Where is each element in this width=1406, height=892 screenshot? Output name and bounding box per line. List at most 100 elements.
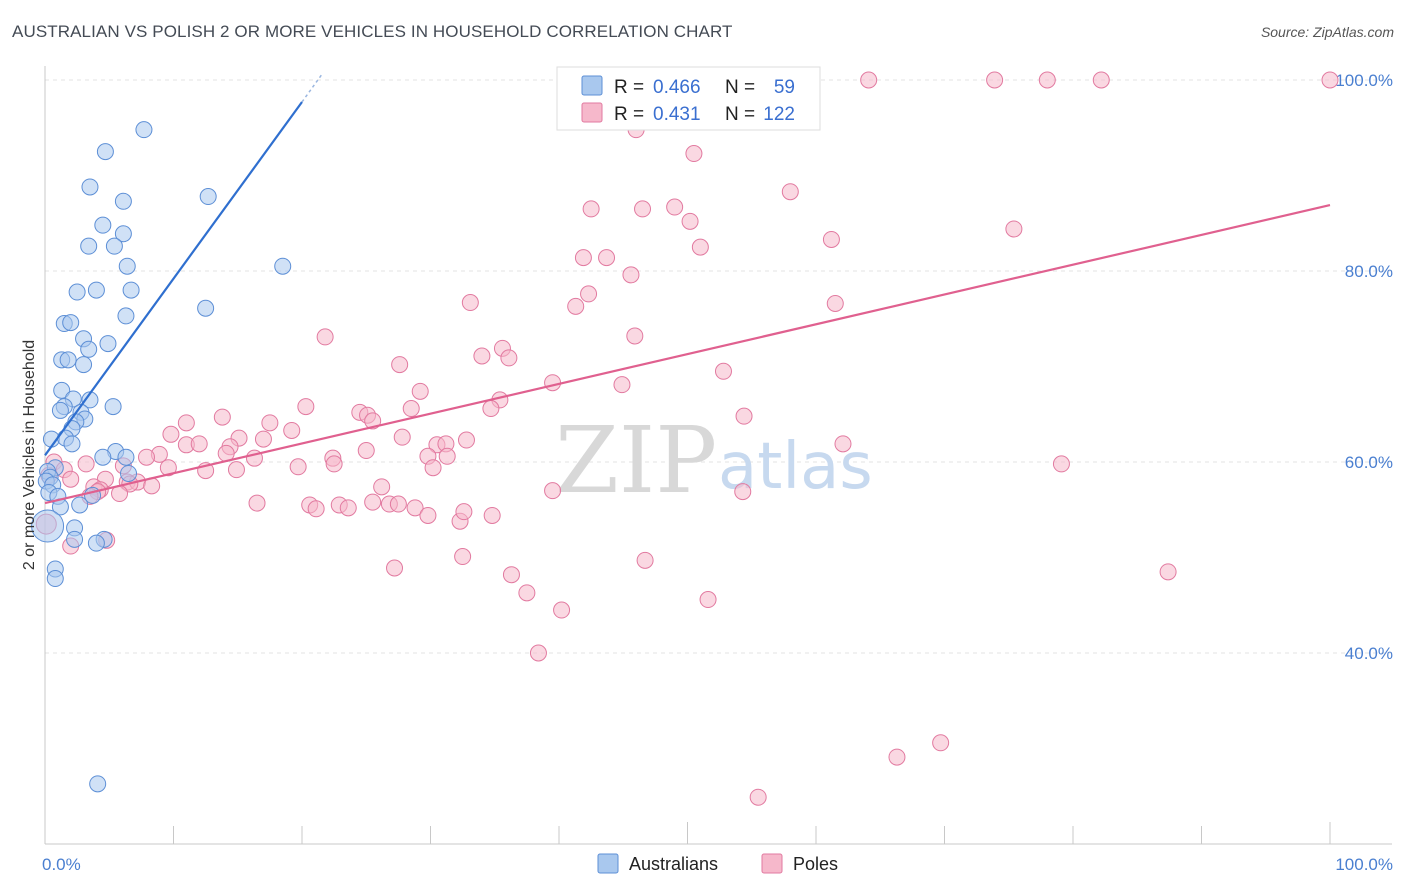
- pole-point: [826, 294, 844, 312]
- australian-point: [80, 237, 98, 255]
- zipatlas-watermark: ZIP atlas: [555, 407, 873, 514]
- source-credit: Source: ZipAtlas.com: [1260, 24, 1394, 40]
- australian-point: [87, 534, 105, 552]
- y-tick-label-100: 100.0%: [1335, 71, 1393, 90]
- pole-point: [461, 294, 479, 312]
- pole-point: [386, 559, 404, 577]
- pole-point: [518, 584, 536, 602]
- pole-point: [261, 414, 279, 432]
- pole-point: [1038, 71, 1056, 89]
- pole-point: [734, 483, 752, 501]
- pole-point: [681, 212, 699, 230]
- australian-point: [87, 281, 105, 299]
- pole-point: [598, 249, 616, 267]
- bottom-legend-swatch-poles[interactable]: [761, 853, 783, 874]
- pole-point: [1052, 455, 1070, 473]
- pole-point: [634, 200, 652, 218]
- pole-point: [932, 734, 950, 752]
- pole-point: [626, 327, 644, 345]
- legend-n-label-poles: N =: [725, 104, 755, 125]
- pole-point: [699, 591, 717, 609]
- australian-point: [71, 496, 89, 514]
- australian-point: [120, 464, 138, 482]
- australian-point: [31, 509, 65, 543]
- pole-point: [283, 421, 301, 439]
- pole-point: [500, 349, 518, 367]
- pole-point: [424, 459, 442, 477]
- watermark-zip: ZIP: [555, 407, 717, 514]
- pole-point: [248, 494, 266, 512]
- australians-trend-extension: [301, 74, 322, 103]
- pole-point: [357, 442, 375, 460]
- pole-point: [307, 500, 325, 518]
- y-tick-label-80: 80.0%: [1345, 262, 1393, 281]
- pole-point: [567, 297, 585, 315]
- australian-point: [96, 143, 114, 161]
- australian-point: [94, 448, 112, 466]
- australian-point: [75, 356, 93, 374]
- x-tick-label-max: 100.0%: [1335, 855, 1393, 874]
- pole-point: [162, 425, 180, 443]
- legend-r-label-poles: R =: [614, 104, 644, 125]
- australian-point: [118, 257, 136, 275]
- pole-point: [636, 551, 654, 569]
- australian-point: [51, 401, 69, 419]
- pole-point: [473, 347, 491, 365]
- pole-point: [254, 430, 272, 448]
- pole-point: [1092, 71, 1110, 89]
- australian-point: [59, 351, 77, 369]
- pole-point: [691, 238, 709, 256]
- y-axis-label: 2 or more Vehicles in Household: [21, 340, 38, 570]
- australian-point: [46, 570, 64, 588]
- pole-point: [177, 414, 195, 432]
- australian-point: [199, 188, 217, 206]
- y-tick-label-60: 60.0%: [1345, 453, 1393, 472]
- pole-point: [391, 356, 409, 374]
- bottom-legend-label-australians[interactable]: Australians: [629, 854, 718, 874]
- australians-points: [31, 121, 292, 793]
- bottom-legend-label-poles[interactable]: Poles: [793, 854, 838, 874]
- pole-point: [406, 499, 424, 517]
- pole-point: [553, 601, 571, 619]
- pole-point: [364, 493, 382, 511]
- pole-point: [455, 503, 473, 521]
- pole-point: [749, 788, 767, 806]
- australian-point: [99, 335, 117, 353]
- pole-point: [582, 200, 600, 218]
- australian-point: [66, 530, 84, 548]
- pole-point: [544, 482, 562, 500]
- pole-point: [438, 447, 456, 465]
- pole-point: [325, 455, 343, 473]
- australian-point: [274, 257, 292, 275]
- pole-point: [457, 431, 475, 449]
- correlation-legend: R = 0.466 N = 59 R = 0.431 N = 122: [556, 66, 821, 131]
- pole-point: [544, 374, 562, 392]
- pole-point: [986, 71, 1004, 89]
- australian-point: [114, 192, 132, 210]
- bottom-legend-swatch-australians[interactable]: [597, 853, 619, 874]
- pole-point: [1005, 220, 1023, 238]
- pole-point: [860, 71, 878, 89]
- pole-point: [227, 461, 245, 479]
- pole-point: [714, 362, 732, 380]
- australian-point: [197, 299, 215, 317]
- pole-point: [419, 506, 437, 524]
- pole-point: [138, 448, 156, 466]
- pole-point: [622, 266, 640, 284]
- australian-point: [117, 307, 135, 325]
- legend-n-value-australians: 59: [774, 77, 795, 98]
- pole-point: [389, 495, 407, 513]
- australian-point: [122, 281, 140, 299]
- pole-point: [213, 408, 231, 426]
- pole-point: [393, 428, 411, 446]
- pole-point: [735, 407, 753, 425]
- pole-point: [1321, 71, 1339, 89]
- pole-point: [289, 458, 307, 476]
- pole-point: [454, 548, 472, 566]
- australian-point: [89, 775, 107, 793]
- pole-point: [580, 285, 598, 303]
- australian-point: [114, 225, 132, 243]
- legend-r-value-australians: 0.466: [653, 77, 701, 98]
- legend-swatch-poles: [581, 102, 603, 123]
